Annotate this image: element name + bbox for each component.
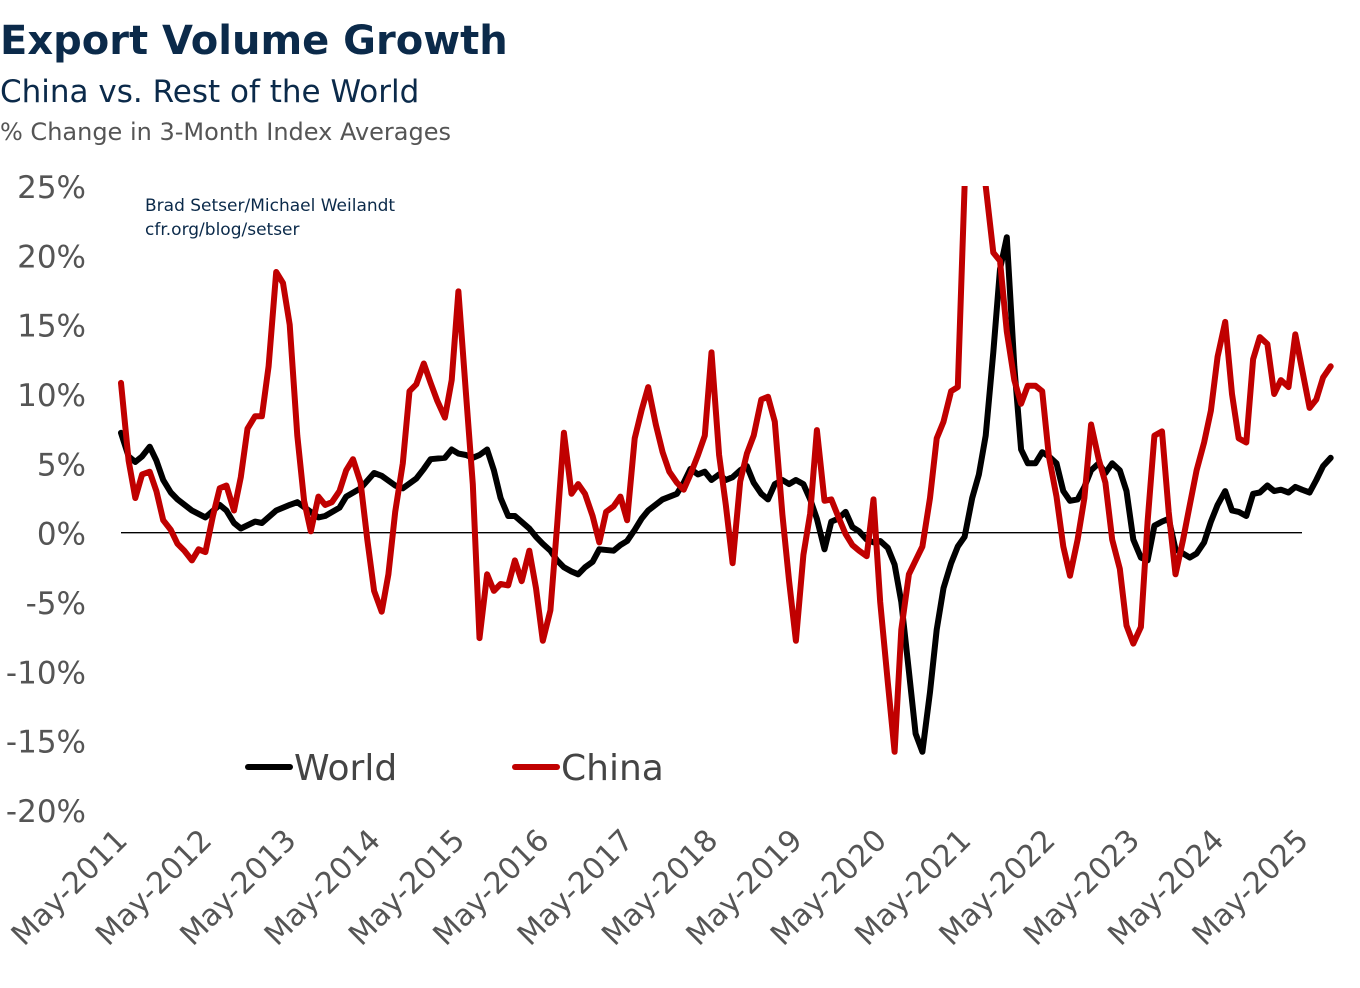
y-tick-label: -20% (6, 794, 86, 830)
chart-subtitle: China vs. Rest of the World (0, 74, 420, 110)
chart-subtitle-units: % Change in 3-Month Index Averages (0, 118, 451, 146)
legend-label-world: World (294, 748, 397, 789)
y-tick-label: 5% (37, 447, 86, 483)
y-tick-label: -5% (26, 586, 86, 622)
series-line-china (118, 186, 1334, 755)
series-line-world (118, 234, 1334, 755)
y-tick-label: 15% (17, 309, 86, 345)
y-tick-label: -10% (6, 655, 86, 691)
y-tick-label: 25% (17, 170, 86, 206)
y-tick-label: 20% (17, 239, 86, 275)
chart-title: Export Volume Growth (0, 18, 508, 64)
source-credit: Brad Setser/Michael Weilandt cfr.org/blo… (145, 194, 395, 242)
y-tick-label: 0% (37, 517, 86, 553)
credit-authors: Brad Setser/Michael Weilandt (145, 196, 396, 216)
y-tick-label: 10% (17, 378, 86, 414)
legend-label-china: China (561, 748, 664, 789)
credit-url: cfr.org/blog/setser (145, 220, 300, 240)
y-tick-label: -15% (6, 725, 86, 761)
